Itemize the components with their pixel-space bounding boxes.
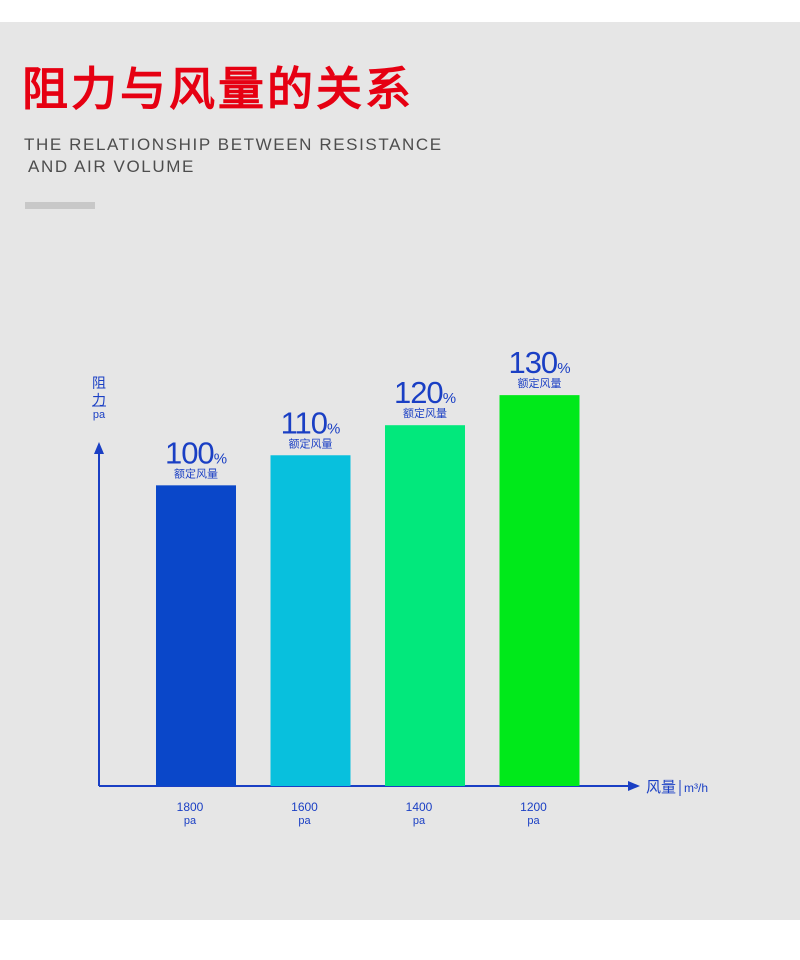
bar bbox=[270, 455, 351, 786]
subtitle-line-1: THE RELATIONSHIP BETWEEN RESISTANCE bbox=[24, 135, 443, 154]
bar bbox=[499, 395, 580, 786]
y-axis-label-char: 阻 bbox=[92, 376, 106, 392]
x-tick-label: 1400 bbox=[406, 800, 433, 814]
x-tick-label: 1600 bbox=[291, 800, 318, 814]
title-divider bbox=[25, 202, 95, 209]
bar-value-label: 130% bbox=[508, 345, 570, 380]
bar-value-label: 120% bbox=[394, 375, 456, 410]
bar-value-caption: 额定风量 bbox=[174, 466, 218, 480]
x-tick-unit: pa bbox=[184, 815, 197, 827]
x-axis-title: 风量 bbox=[646, 778, 676, 796]
bar-value-label: 110% bbox=[281, 405, 341, 440]
x-tick-label: 1200 bbox=[520, 800, 547, 814]
bar-value-label: 100% bbox=[165, 435, 227, 470]
x-tick-unit: pa bbox=[298, 815, 311, 827]
bar-value-caption: 额定风量 bbox=[518, 376, 562, 390]
y-axis-label-char: 力 bbox=[92, 393, 106, 409]
x-axis-label: 风量 m³/h bbox=[646, 778, 708, 796]
bar-value-caption: 额定风量 bbox=[403, 406, 447, 420]
x-axis-arrow-icon bbox=[628, 781, 640, 791]
subtitle-line-2: AND AIR VOLUME bbox=[28, 157, 195, 176]
x-tick-unit: pa bbox=[413, 815, 426, 827]
bar bbox=[156, 485, 236, 786]
page-title: 阻力与风量的关系 bbox=[22, 62, 414, 116]
x-axis-unit: m³/h bbox=[684, 781, 708, 795]
bar-value-caption: 额定风量 bbox=[289, 436, 333, 450]
bar bbox=[385, 425, 465, 786]
y-axis-unit: pa bbox=[93, 409, 106, 421]
x-tick-label: 1800 bbox=[177, 800, 204, 814]
x-tick-unit: pa bbox=[527, 815, 540, 827]
y-axis-arrow-icon bbox=[94, 442, 104, 454]
bar-series bbox=[156, 395, 580, 786]
